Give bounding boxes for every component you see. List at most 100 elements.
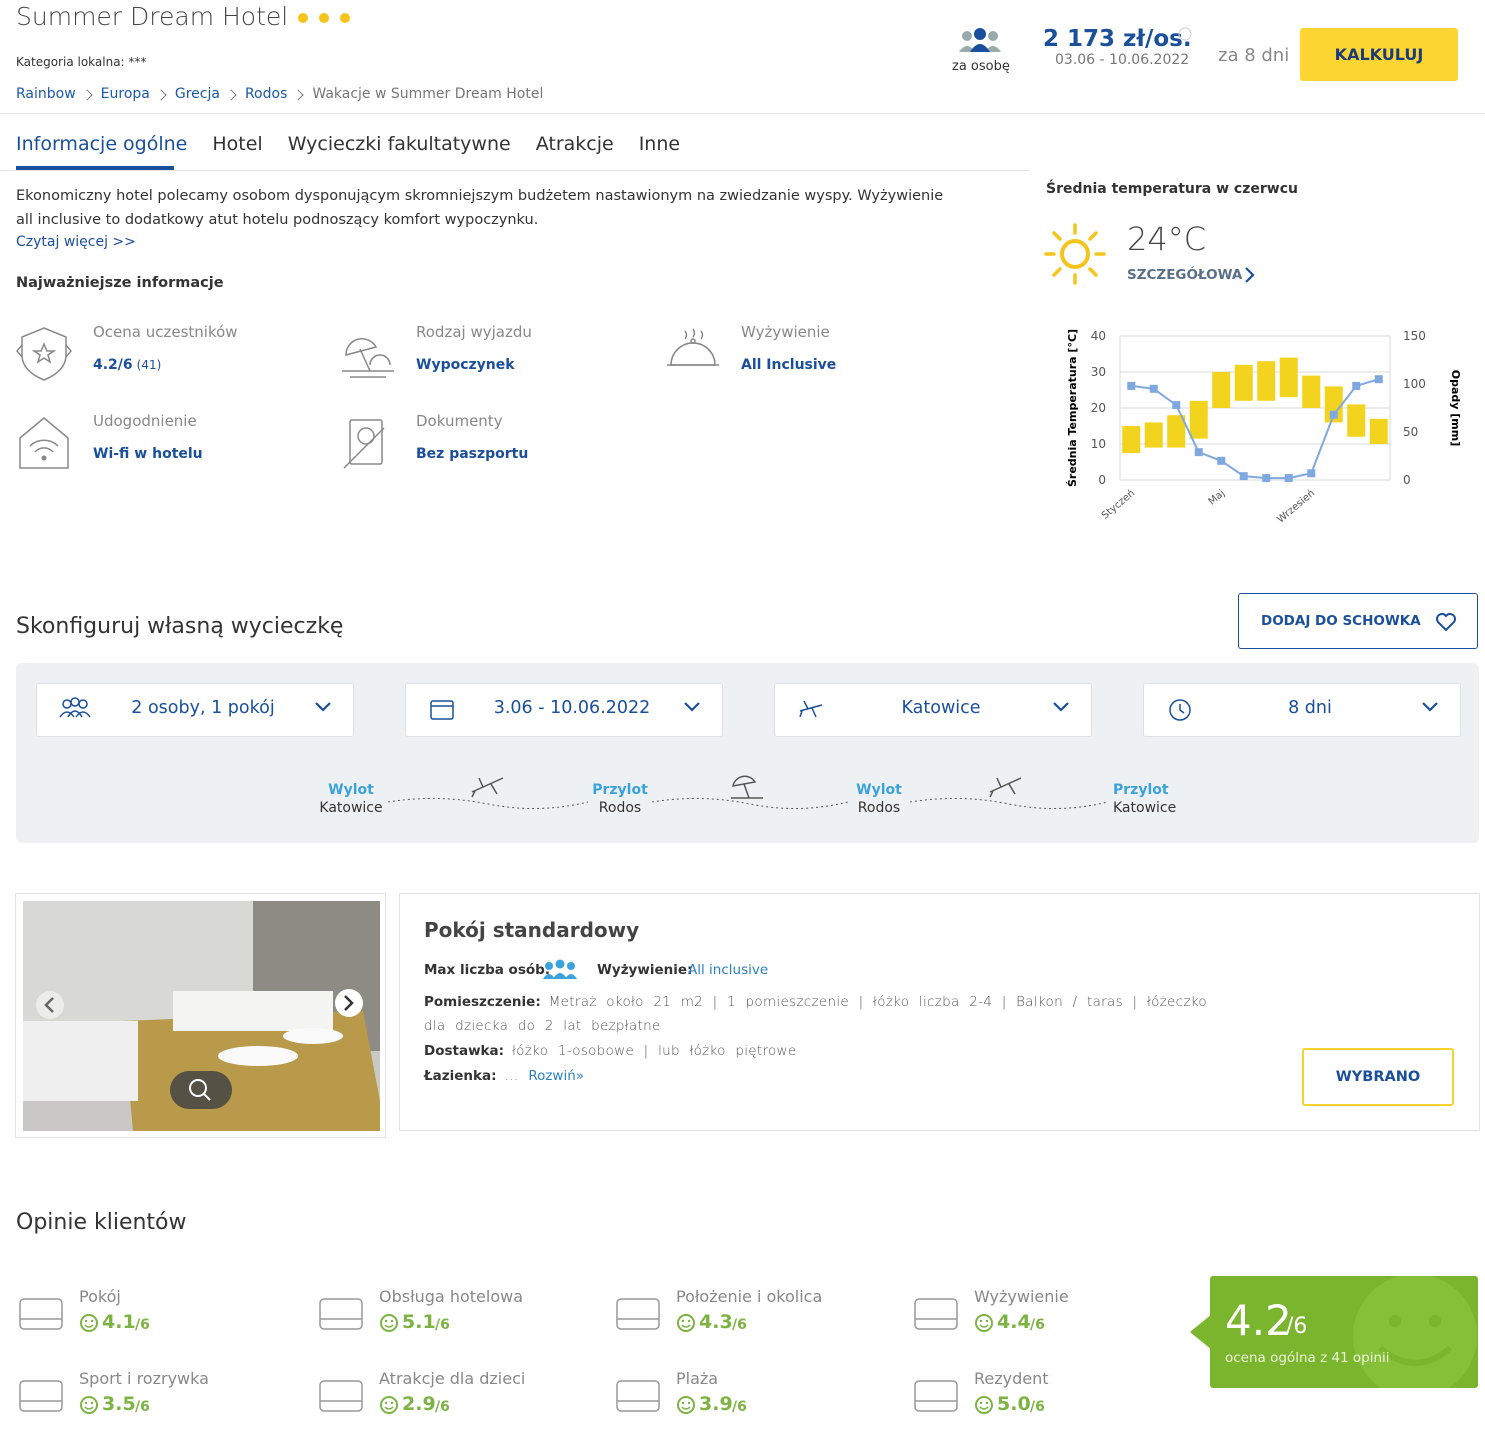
climate-chart: 0 10 20 30 40 0 50 100 150 Średnia Temperatura [°… [1066, 329, 1462, 526]
precipitation-point [1374, 375, 1383, 384]
precipitation-point [1262, 474, 1271, 483]
shape [914, 1380, 958, 1412]
breadcrumb[interactable]: Rainbow [16, 86, 76, 102]
shape [687, 1319, 691, 1323]
shape [21, 327, 67, 381]
shape [471, 777, 504, 798]
info-value: Bez paszportu [416, 446, 529, 462]
smiley-icon [380, 1314, 398, 1332]
divider [0, 113, 1485, 114]
tabs: Informacje ogólne Hotel Wycieczki fakultat… [16, 133, 680, 155]
overall-caption: ocena ogólna z 41 opinii [1225, 1350, 1390, 1366]
shape [681, 1401, 685, 1405]
shape [29, 439, 59, 453]
temperature-range [1369, 418, 1388, 444]
selected-button[interactable]: WYBRANO [1302, 1048, 1454, 1106]
review-name: Plaża [676, 1369, 719, 1388]
description: Ekonomiczny hotel polecamy osobom dyspon… [16, 188, 944, 228]
shape [78, 699, 88, 709]
precipitation-point [1307, 469, 1316, 478]
review-name: Położenie i okolica [676, 1287, 823, 1306]
info-value-text: 4.2/6 [93, 357, 133, 373]
save-button[interactable]: DODAJ DO SCHOWKA [1238, 593, 1478, 649]
route-place: Rodos [598, 800, 642, 816]
chevron [684, 702, 700, 712]
calculate-button[interactable]: KALKULUJ [1300, 28, 1458, 81]
shape [743, 783, 750, 799]
route-icon [731, 775, 763, 799]
shape [31, 342, 57, 364]
dates: 03.06 - 10.06.2022 [1055, 52, 1190, 68]
expand-link[interactable]: Rozwiń» [528, 1068, 585, 1084]
review-score: 5.0 [997, 1393, 1031, 1415]
review-scale: /6 [435, 1399, 450, 1415]
shape [979, 1401, 983, 1405]
tab[interactable]: Inne [638, 133, 681, 155]
shape [1088, 231, 1098, 241]
review-icon [319, 1380, 363, 1412]
chevron [1245, 267, 1255, 283]
board-value: All inclusive [688, 962, 769, 978]
shape [979, 1319, 983, 1323]
breadcrumb[interactable]: Rodos [244, 86, 288, 102]
tab-underline [16, 166, 174, 170]
smiley-icon [80, 1396, 98, 1414]
shape [218, 1046, 298, 1066]
breadcrumb[interactable]: Europa [100, 86, 150, 102]
shape [1060, 239, 1090, 269]
shape [732, 775, 757, 787]
selector[interactable] [405, 683, 723, 737]
smiley-icon [975, 1396, 993, 1414]
tab[interactable]: Wycieczki fakultatywne [287, 133, 511, 155]
review-icon [616, 1298, 660, 1330]
shape [799, 700, 823, 718]
room-card [399, 893, 1480, 1131]
detail-label: Dostawka: [424, 1043, 505, 1059]
review-score: 2.9 [402, 1393, 436, 1415]
weather-link[interactable]: SZCZEGÓŁOWA [1127, 267, 1243, 283]
shape [384, 1319, 388, 1323]
temperature-range [1347, 404, 1366, 437]
review-name: Wyżywienie [974, 1287, 1069, 1306]
shape [555, 959, 565, 969]
shape [985, 1319, 989, 1323]
shape [1353, 1276, 1477, 1388]
temperature-range [1122, 426, 1141, 453]
route-icon [989, 777, 1022, 798]
tab[interactable]: Informacje ogólne [16, 133, 188, 155]
shape [545, 962, 553, 970]
y-axis-label: Średnia Temperatura [°C] [1066, 329, 1079, 487]
precipitation-point [1217, 456, 1226, 465]
selector-value: 3.06 - 10.06.2022 [493, 698, 651, 718]
read-more[interactable]: Czytaj więcej >> [16, 234, 136, 250]
shape [975, 1396, 993, 1414]
selector[interactable] [1143, 683, 1461, 737]
route-line [388, 797, 588, 810]
info-value: Wi-fi w hotelu [93, 446, 203, 462]
tab[interactable]: Hotel [212, 133, 263, 155]
review-scale: /6 [135, 1399, 150, 1415]
selector[interactable] [774, 683, 1092, 737]
shape [84, 1401, 88, 1405]
selector[interactable] [36, 683, 354, 737]
route-place: Katowice [1113, 800, 1177, 816]
room-photo-card [15, 893, 386, 1138]
review-scale: /6 [135, 1317, 150, 1333]
shape [1389, 1315, 1401, 1327]
shape [298, 13, 308, 23]
shape [1052, 267, 1062, 277]
info-count: (41) [136, 358, 162, 372]
temperature-range [1324, 386, 1343, 423]
route-label: Przylot [592, 782, 648, 798]
breadcrumb[interactable]: Grecja [174, 86, 220, 102]
configure-title: Skonfiguruj własną wycieczkę [16, 614, 344, 639]
detail-label: Łazienka: [424, 1068, 497, 1084]
info-icon [19, 417, 69, 469]
shape [315, 702, 331, 712]
breadcrumb-separator [225, 89, 237, 101]
y2-axis-label: Opady [mm] [1449, 370, 1462, 447]
precipitation-point [1284, 474, 1293, 483]
shape [319, 1298, 363, 1330]
tab[interactable]: Atrakcje [535, 133, 614, 155]
shape [384, 1324, 394, 1328]
